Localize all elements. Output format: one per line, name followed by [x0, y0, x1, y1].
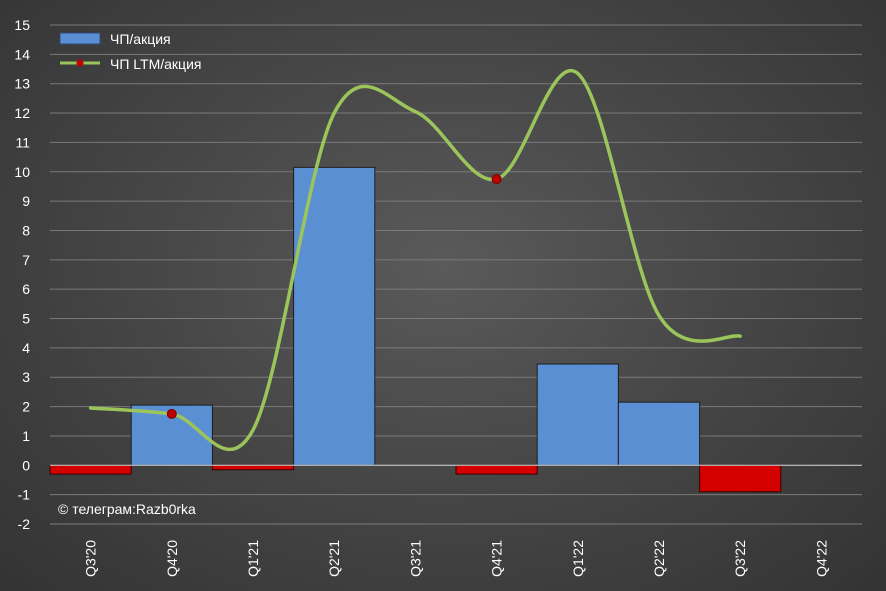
x-tick-label: Q4'22 — [813, 540, 829, 577]
x-axis-ticks: Q3'20 Q4'20 Q1'21 Q2'21 Q3'21 Q4'21 Q1'22 Q2'22… — [83, 540, 830, 577]
y-tick-label: 14 — [14, 46, 30, 62]
y-tick-label: 2 — [22, 399, 30, 415]
y-tick-label: 8 — [22, 222, 30, 238]
bar — [49, 464, 132, 475]
legend: ЧП/акция ЧП LTM/акция — [59, 31, 201, 72]
gridlines — [50, 24, 862, 525]
watermark: © телеграм:Razb0rka — [58, 501, 196, 517]
y-tick-label: 10 — [14, 164, 30, 180]
y-tick-label: -1 — [18, 487, 31, 503]
y-tick-label: 9 — [22, 193, 30, 209]
line-marker — [491, 174, 502, 185]
x-tick-label: Q2'21 — [326, 540, 342, 577]
y-tick-label: 7 — [22, 252, 30, 268]
y-tick-label: 15 — [14, 17, 30, 33]
y-tick-label: 12 — [14, 105, 30, 121]
y-tick-label: 13 — [14, 76, 30, 92]
legend-label-bar: ЧП/акция — [110, 31, 171, 47]
y-tick-label: 5 — [22, 311, 30, 327]
y-tick-label: 1 — [22, 428, 30, 444]
x-tick-label: Q3'21 — [407, 540, 423, 577]
series-line-ltm — [88, 68, 742, 452]
bar — [617, 401, 701, 466]
x-tick-label: Q1'22 — [570, 540, 586, 577]
x-tick-label: Q3'20 — [83, 540, 99, 577]
x-tick-label: Q4'21 — [489, 540, 505, 577]
line-markers — [166, 174, 502, 419]
bar — [455, 464, 538, 475]
bar — [211, 464, 295, 471]
x-tick-label: Q2'22 — [651, 540, 667, 577]
y-tick-label: 4 — [22, 340, 30, 356]
y-tick-label: 3 — [22, 369, 30, 385]
bar — [699, 464, 782, 493]
y-tick-label: 6 — [22, 281, 30, 297]
legend-label-line: ЧП LTM/акция — [110, 56, 201, 72]
y-tick-label: 0 — [22, 457, 30, 473]
legend-swatch-bar — [59, 32, 101, 45]
x-tick-label: Q1'21 — [245, 540, 261, 577]
y-tick-label: -2 — [18, 516, 31, 532]
legend-swatch-marker — [76, 59, 84, 67]
x-tick-label: Q4'20 — [164, 540, 180, 577]
bar — [536, 363, 619, 466]
line-marker — [166, 408, 177, 419]
x-tick-label: Q3'22 — [732, 540, 748, 577]
y-tick-label: 11 — [15, 134, 30, 150]
